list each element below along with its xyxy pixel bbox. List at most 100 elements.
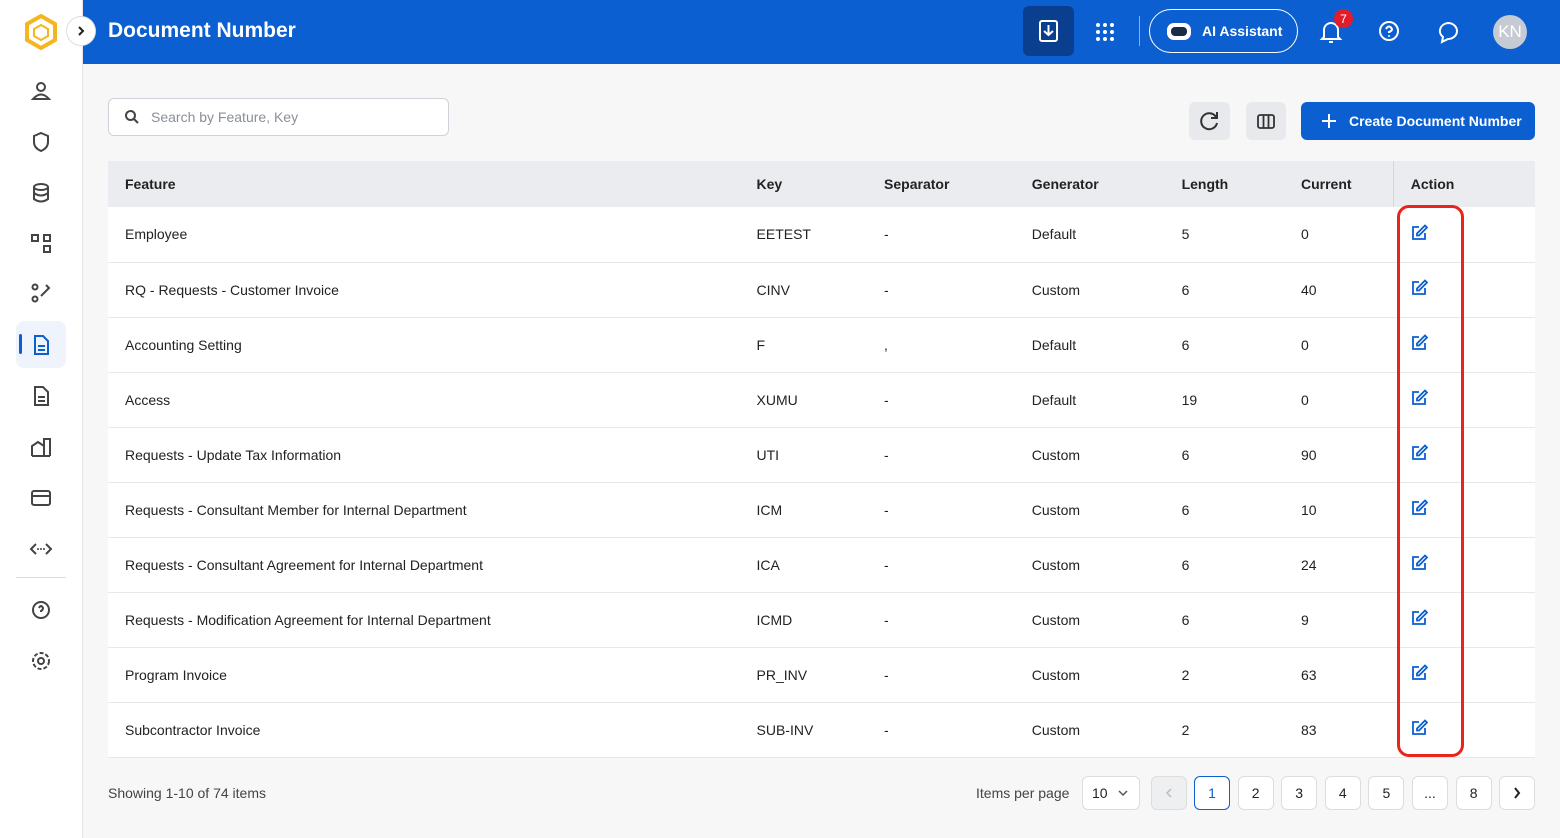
next-page[interactable] [1499,776,1535,810]
action-cell [1393,262,1535,318]
nav-workflow[interactable] [29,281,53,305]
items-summary: Showing 1-10 of 74 items [108,785,266,801]
table-row: Requests - Consultant Agreement for Inte… [108,537,1535,593]
column-header: Generator [1014,161,1165,207]
table-cell: Default [1014,207,1165,263]
table-cell: Default [1014,317,1165,373]
table-cell: Custom [1014,262,1165,318]
logo [25,14,57,50]
items-per-page-label: Items per page [976,785,1070,801]
table-cell: RQ - Requests - Customer Invoice [108,262,740,318]
table-cell: 0 [1283,317,1394,373]
nav-buildings[interactable] [29,435,53,459]
action-cell [1393,592,1535,648]
nav-help[interactable] [29,598,53,622]
nav-security[interactable] [29,130,53,154]
prev-page[interactable] [1151,776,1187,810]
column-header: Current [1283,161,1394,207]
search-input[interactable]: Search by Feature, Key [108,98,449,136]
nav-active[interactable] [16,321,66,368]
table-cell: 6 [1164,537,1284,593]
create-button[interactable]: Create Document Number [1301,102,1535,140]
refresh-button[interactable] [1189,102,1230,140]
table-cell: Custom [1014,537,1165,593]
action-cell [1393,427,1535,483]
page-button[interactable]: 1 [1194,776,1230,810]
page-button[interactable]: ... [1412,776,1448,810]
table-cell: 0 [1283,207,1394,263]
nav-document-number[interactable] [29,333,53,357]
table-cell: - [867,592,1015,648]
table-cell: - [867,537,1015,593]
ai-assistant-button[interactable]: AI Assistant [1149,9,1298,53]
download-button[interactable] [1023,6,1074,56]
table-cell: Accounting Setting [108,317,740,373]
sidebar [0,0,83,838]
table-cell: CINV [739,262,868,318]
table-cell: - [867,262,1015,318]
page-button[interactable]: 4 [1324,776,1361,810]
edit-button[interactable] [1410,719,1429,737]
table-cell: 19 [1164,372,1284,428]
table-cell: Requests - Consultant Member for Interna… [108,482,740,538]
highlight-box [1397,205,1464,757]
table-cell: - [867,647,1015,703]
edit-button[interactable] [1410,279,1429,297]
columns-button[interactable] [1246,102,1286,140]
column-header: Action [1392,161,1535,207]
items-per-page-select[interactable]: 10 [1082,776,1140,810]
table-cell: 5 [1164,207,1284,263]
nav-document[interactable] [29,384,53,408]
table-cell: ICA [739,537,868,593]
apps-button[interactable] [1094,21,1116,43]
edit-button[interactable] [1410,389,1429,407]
action-cell [1393,537,1535,593]
table-cell: 6 [1164,592,1284,648]
table-cell: Requests - Update Tax Information [108,427,740,483]
table-cell: Custom [1014,702,1165,758]
column-header: Separator [867,161,1015,207]
page-button[interactable]: 8 [1455,776,1492,810]
edit-button[interactable] [1410,554,1429,572]
table-cell: 63 [1283,647,1394,703]
nav-database[interactable] [29,181,53,205]
edit-button[interactable] [1410,609,1429,627]
nav-billing[interactable] [29,486,53,510]
nav-settings[interactable] [29,649,53,673]
divider [1139,16,1140,46]
action-cell [1393,372,1535,428]
page-button[interactable]: 3 [1281,776,1318,810]
edit-button[interactable] [1410,223,1429,242]
page-button[interactable]: 5 [1368,776,1405,810]
edit-button[interactable] [1410,664,1429,682]
nav-user[interactable] [29,79,53,103]
divider [16,577,66,578]
table-cell: Employee [108,207,740,263]
edit-button[interactable] [1410,444,1429,462]
table-cell: - [867,372,1015,428]
column-header: Feature [108,161,740,207]
chat-button[interactable] [1436,20,1460,44]
edit-button[interactable] [1410,499,1429,517]
table-row: Access XUMU - Default 19 0 [108,372,1535,428]
table-cell: Custom [1014,592,1165,648]
action-cell [1393,482,1535,538]
help-button[interactable] [1378,20,1400,42]
table-cell: 90 [1283,427,1394,483]
table-cell: 0 [1283,372,1394,428]
action-cell [1393,647,1535,703]
notifications-button[interactable] [1319,19,1343,45]
edit-button[interactable] [1410,334,1429,352]
nav-org[interactable] [29,231,53,255]
table-row: Employee EETEST - Default 5 0 [108,207,1535,263]
avatar[interactable]: KN [1493,15,1527,49]
action-cell [1393,317,1535,373]
table-row: Requests - Consultant Member for Interna… [108,482,1535,538]
ai-assistant-label: AI Assistant [1202,23,1283,39]
table-cell: EETEST [739,207,868,263]
column-header: Key [739,161,868,207]
sidebar-toggle[interactable] [66,16,96,46]
page-button[interactable]: 2 [1237,776,1274,810]
nav-api[interactable] [29,537,53,561]
